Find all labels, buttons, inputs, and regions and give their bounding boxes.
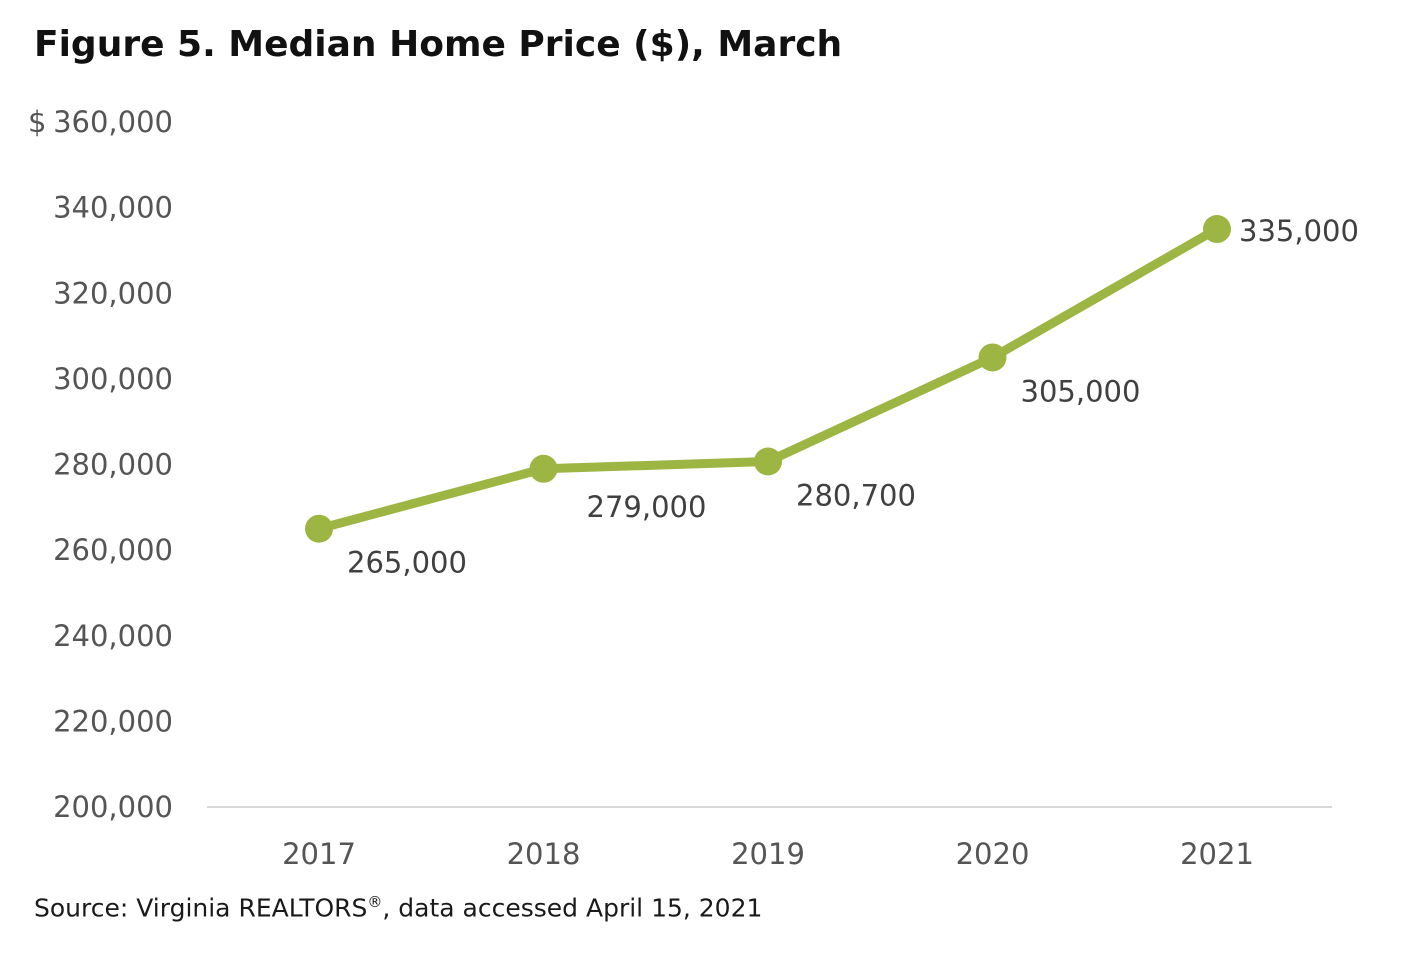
y-tick-label: 280,000 [53,448,173,482]
data-label: 280,700 [796,479,916,513]
chart-title: Figure 5. Median Home Price ($), March [34,24,843,65]
data-point [1203,215,1231,244]
data-label: 305,000 [1021,374,1141,408]
data-label: 335,000 [1239,214,1359,248]
y-tick-label: 200,000 [53,790,173,824]
y-tick-label: 360,000 [53,105,173,139]
y-tick-label: 260,000 [53,533,173,567]
y-tick-label: 320,000 [53,276,173,310]
x-tick-label: 2019 [731,837,805,871]
data-label: 265,000 [347,546,467,580]
data-label: 279,000 [587,490,707,524]
y-axis-ticks: 200,000 220,000 240,000 260,000 280,000 300,0… [28,105,173,824]
x-tick-label: 2020 [956,837,1030,871]
y-tick-label: 240,000 [53,619,173,653]
data-point [754,447,782,476]
data-labels: 265,000 279,000 280,700 305,000 335,000 [347,214,1359,580]
data-points [305,215,1231,543]
registered-mark: ® [367,893,383,911]
x-axis-ticks: 2017 2018 2019 2020 2021 [282,837,1254,871]
x-tick-label: 2017 [282,837,356,871]
data-point [978,343,1007,372]
y-tick-label: 340,000 [53,191,173,225]
source-text-after: , data accessed April 15, 2021 [382,893,763,923]
y-tick-label: 220,000 [53,704,173,738]
data-point [305,514,333,543]
y-currency-symbol: $ [28,105,46,139]
x-tick-label: 2018 [507,837,581,871]
data-point [529,454,558,483]
source-text: Source: Virginia REALTORS [34,893,368,923]
source-note: Source: Virginia REALTORS®, data accesse… [34,893,762,922]
x-tick-label: 2021 [1180,837,1254,871]
y-tick-label: 300,000 [53,362,173,396]
